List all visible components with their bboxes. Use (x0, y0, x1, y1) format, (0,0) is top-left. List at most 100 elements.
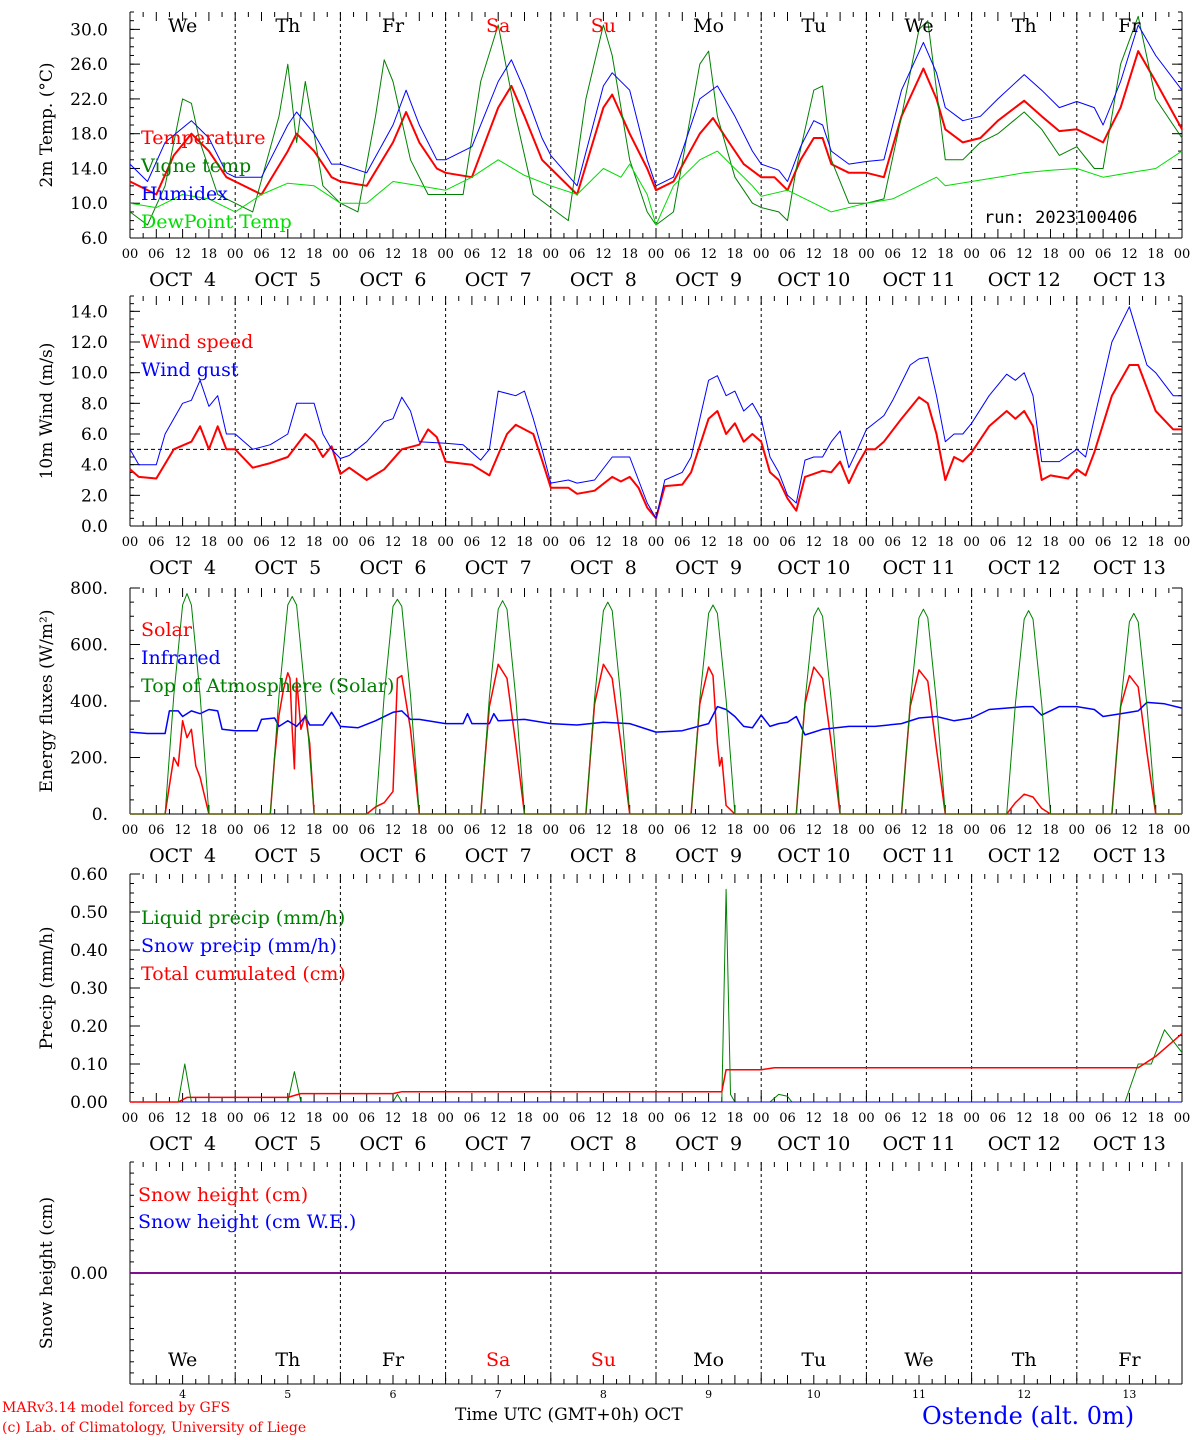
day-number-label: 11 (912, 1388, 926, 1401)
date-label: OCT 11 (882, 1133, 955, 1155)
y-tick-label: 6.0 (81, 229, 108, 249)
hour-tick-label: 12 (911, 823, 928, 838)
hour-tick-label: 12 (595, 535, 612, 550)
hour-tick-label: 12 (490, 247, 507, 262)
hour-tick-label: 12 (280, 1111, 297, 1126)
credit-line-1: MARv3.14 model forced by GFS (2, 1400, 231, 1416)
date-label: OCT 13 (1093, 845, 1166, 867)
legend-entry: Total cumulated (cm) (141, 963, 346, 985)
hour-tick-label: 12 (174, 247, 191, 262)
hour-tick-label: 12 (490, 1111, 507, 1126)
hour-tick-label: 12 (806, 535, 823, 550)
hour-tick-label: 00 (332, 823, 349, 838)
weekday-label: Tu (801, 15, 826, 37)
hour-tick-label: 18 (201, 247, 218, 262)
y-tick-label: 800. (70, 579, 108, 599)
date-label: OCT 12 (988, 1133, 1061, 1155)
date-label: OCT 13 (1093, 269, 1166, 291)
hour-tick-label: 00 (227, 1111, 244, 1126)
hour-tick-label: 18 (201, 823, 218, 838)
hour-tick-label: 12 (280, 823, 297, 838)
weekday-label: We (168, 15, 197, 37)
hour-tick-label: 12 (595, 823, 612, 838)
hour-tick-label: 12 (385, 247, 402, 262)
hour-tick-label: 06 (884, 1111, 901, 1126)
hour-tick-label: 12 (174, 823, 191, 838)
hour-tick-label: 06 (990, 823, 1007, 838)
hour-tick-label: 00 (648, 823, 665, 838)
hour-tick-label: 18 (832, 247, 849, 262)
hour-tick-label: 00 (753, 1111, 770, 1126)
y-tick-label: 18.0 (70, 125, 108, 145)
hour-tick-label: 06 (1095, 823, 1112, 838)
hour-tick-label: 06 (358, 1111, 375, 1126)
date-label: OCT 13 (1093, 1133, 1166, 1155)
hour-tick-label: 06 (990, 1111, 1007, 1126)
hour-tick-label: 06 (1095, 1111, 1112, 1126)
y-tick-label: 0.0 (81, 517, 108, 537)
hour-tick-label: 00 (543, 247, 560, 262)
hour-tick-label: 18 (621, 823, 638, 838)
day-number-label: 5 (284, 1388, 291, 1401)
hour-tick-label: 18 (306, 1111, 323, 1126)
hour-tick-label: 00 (227, 823, 244, 838)
day-number-label: 6 (390, 1388, 397, 1401)
hour-tick-label: 18 (411, 823, 428, 838)
hour-tick-label: 12 (1016, 535, 1033, 550)
y-tick-label: 10.0 (70, 194, 108, 214)
hour-tick-label: 06 (884, 823, 901, 838)
hour-tick-label: 12 (700, 535, 717, 550)
hour-tick-label: 12 (911, 247, 928, 262)
legend-entry: Temperature (141, 127, 265, 149)
hour-tick-label: 00 (332, 247, 349, 262)
hour-tick-label: 12 (1016, 247, 1033, 262)
weekday-label: We (904, 15, 933, 37)
hour-tick-label: 12 (911, 1111, 928, 1126)
day-number-label: 7 (495, 1388, 502, 1401)
hour-tick-label: 18 (411, 535, 428, 550)
legend-entry: Snow precip (mm/h) (141, 935, 337, 957)
hour-tick-label: 06 (569, 535, 586, 550)
hour-tick-label: 00 (963, 247, 980, 262)
hour-tick-label: 00 (543, 535, 560, 550)
station-label: Ostende (alt. 0m) (922, 1402, 1135, 1430)
hour-tick-label: 12 (700, 823, 717, 838)
hour-tick-label: 00 (437, 823, 454, 838)
hour-tick-label: 18 (832, 1111, 849, 1126)
hour-tick-label: 06 (674, 1111, 691, 1126)
hour-tick-label: 00 (1174, 823, 1191, 838)
hour-tick-label: 00 (1174, 247, 1191, 262)
hour-tick-label: 12 (385, 1111, 402, 1126)
hour-tick-label: 12 (911, 535, 928, 550)
y-tick-label: 0.00 (70, 1093, 108, 1113)
hour-tick-label: 06 (779, 247, 796, 262)
hour-tick-label: 12 (385, 535, 402, 550)
weekday-label: Fr (382, 15, 405, 37)
hour-tick-label: 18 (1147, 1111, 1164, 1126)
weekday-label: Tu (801, 1349, 826, 1371)
day-number-label: 12 (1017, 1388, 1031, 1401)
hour-tick-label: 00 (753, 823, 770, 838)
hour-tick-label: 12 (700, 1111, 717, 1126)
hour-tick-label: 12 (1016, 1111, 1033, 1126)
y-tick-label: 0.30 (70, 979, 108, 999)
legend-entry: Liquid precip (mm/h) (141, 907, 345, 929)
date-label: OCT 8 (570, 845, 637, 867)
hour-tick-label: 06 (1095, 247, 1112, 262)
hour-tick-label: 18 (516, 535, 533, 550)
date-label: OCT 6 (360, 1133, 427, 1155)
hour-tick-label: 00 (753, 247, 770, 262)
weekday-label: Th (1012, 15, 1037, 37)
y-axis-label: Precip (mm/h) (37, 926, 57, 1049)
weekday-label: Th (1012, 1349, 1037, 1371)
hour-tick-label: 18 (832, 823, 849, 838)
y-axis-label: Energy fluxes (W/m²) (37, 610, 57, 793)
hour-tick-label: 06 (253, 247, 270, 262)
weekday-label: Sa (486, 1349, 510, 1371)
date-label: OCT 9 (675, 557, 742, 579)
hour-tick-label: 12 (1016, 823, 1033, 838)
weekday-label: Su (591, 1349, 616, 1371)
hour-tick-label: 00 (332, 1111, 349, 1126)
hour-tick-label: 12 (595, 1111, 612, 1126)
